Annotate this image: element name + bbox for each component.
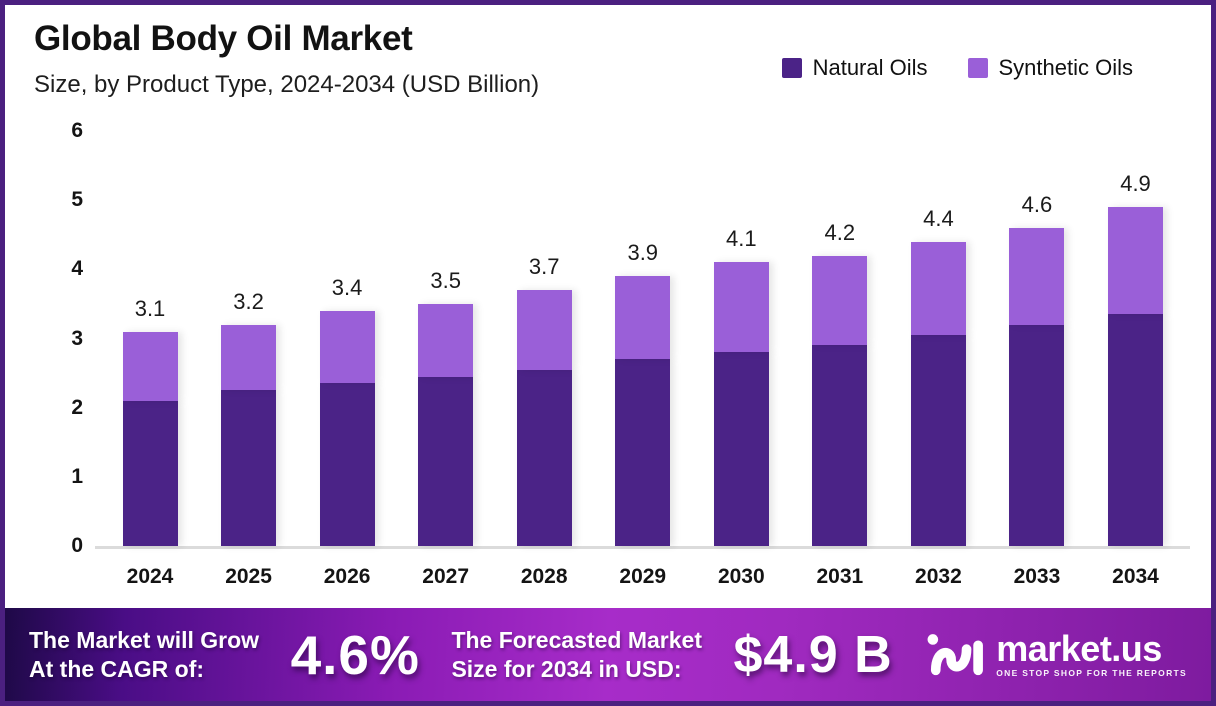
bar-group-2030: 4.1 [713, 131, 769, 546]
bar-segment-natural-oils [713, 352, 769, 546]
cagr-label-line1: The Market will Grow [29, 626, 260, 653]
x-tick-label: 2027 [422, 565, 469, 588]
bar-segment-natural-oils [812, 345, 868, 546]
forecast-value: $4.9 B [733, 625, 893, 684]
x-tick-label: 2030 [717, 565, 765, 588]
bar-total-label: 3.4 [331, 274, 363, 300]
logo-tagline: ONE STOP SHOP FOR THE REPORTS [996, 667, 1187, 678]
legend: Natural Oils Synthetic Oils [781, 55, 1134, 81]
bar-total-label: 3.5 [430, 267, 461, 293]
bar-group-2026: 3.4 [319, 131, 375, 546]
y-tick-label: 0 [71, 534, 83, 557]
bar-segment-synthetic-oils [615, 276, 671, 360]
legend-item: Natural Oils [781, 55, 928, 81]
bar-total-label: 3.9 [627, 240, 659, 266]
bar-segment-synthetic-oils [516, 290, 572, 370]
bar-segment-natural-oils [615, 359, 671, 546]
bar-segment-natural-oils [1009, 324, 1065, 546]
bar-segment-synthetic-oils [221, 324, 277, 391]
bar-segment-natural-oils [910, 335, 966, 546]
y-tick-label: 4 [71, 257, 83, 281]
y-tick-label: 2 [71, 395, 83, 419]
bar-total-label: 4.4 [923, 205, 954, 231]
forecast-label-line1: The Forecasted Market [451, 626, 702, 653]
bar-segment-synthetic-oils [1108, 207, 1163, 315]
y-axis: 0 1 2 3 4 5 6 [45, 119, 83, 557]
cagr-label-line2: At the CAGR of: [29, 655, 205, 682]
page-title: Global Body Oil Market [34, 19, 413, 58]
bar-segment-synthetic-oils [910, 241, 966, 336]
bar-segment-synthetic-oils [812, 255, 868, 346]
bar-segment-natural-oils [319, 383, 375, 546]
legend-swatch-icon [967, 58, 988, 78]
bar-total-label: 3.1 [134, 295, 166, 321]
market-us-logo: market.us ONE STOP SHOP FOR THE REPORTS [924, 626, 1187, 683]
bar-group-2028: 3.7 [516, 131, 572, 546]
x-tick-label: 2026 [323, 565, 371, 588]
y-tick-label: 6 [71, 119, 83, 142]
x-tick-label: 2024 [126, 565, 174, 588]
x-tick-label: 2034 [1112, 565, 1159, 588]
bar-segment-natural-oils [221, 390, 277, 546]
bar-group-2033: 4.6 [1009, 131, 1065, 546]
market-us-logo-icon [924, 626, 986, 683]
x-tick-label: 2031 [816, 565, 864, 588]
bar-segment-natural-oils [122, 400, 178, 546]
x-tick-label: 2028 [520, 565, 568, 588]
bar-total-label: 4.6 [1021, 191, 1053, 217]
page-subtitle: Size, by Product Type, 2024-2034 (USD Bi… [34, 71, 540, 98]
logo-text: market.us [996, 627, 1162, 669]
bar-segment-synthetic-oils [418, 303, 474, 377]
bar-total-label: 3.2 [233, 288, 264, 314]
forecast-label-line2: Size for 2034 in USD: [451, 655, 682, 682]
bar-segment-synthetic-oils [713, 262, 769, 353]
x-tick-label: 2025 [225, 565, 272, 588]
bar-group-2024: 3.1 [122, 131, 178, 546]
bar-group-2032: 4.4 [910, 131, 966, 546]
x-tick-label: 2033 [1013, 565, 1061, 588]
y-tick-label: 5 [71, 188, 83, 212]
legend-item: Synthetic Oils [967, 55, 1134, 81]
legend-label: Synthetic Oils [998, 55, 1134, 80]
plot-area: 3.1 2024 3.2 2025 3.4 2026 3.5 2027 3.7 2028 3.9 20… [95, 131, 1190, 588]
forecast-label: The Forecasted Market Size for 2034 in U… [451, 626, 702, 684]
x-tick-label: 2032 [915, 565, 962, 588]
bar-segment-synthetic-oils [122, 331, 178, 401]
bar-group-2034: 4.9 [1108, 131, 1163, 546]
bar-group-2027: 3.5 [418, 131, 474, 546]
bar-total-label: 4.2 [824, 219, 856, 245]
bar-total-label: 4.1 [726, 226, 757, 252]
bar-group-2031: 4.2 [812, 131, 868, 546]
bar-total-label: 4.9 [1120, 171, 1151, 197]
bar-group-2025: 3.2 [221, 131, 277, 546]
legend-swatch-icon [781, 58, 802, 78]
bar-group-2029: 3.9 [615, 131, 671, 546]
bar-segment-natural-oils [516, 369, 572, 546]
bar-segment-natural-oils [1108, 314, 1163, 546]
footer-banner: The Market will Grow At the CAGR of: 4.6… [5, 608, 1211, 701]
y-tick-label: 3 [71, 326, 83, 350]
bar-segment-synthetic-oils [319, 310, 375, 384]
x-tick-label: 2029 [619, 565, 667, 588]
cagr-value: 4.6% [290, 623, 420, 686]
bar-segment-natural-oils [418, 376, 474, 546]
legend-label: Natural Oils [812, 55, 928, 80]
y-tick-label: 1 [71, 464, 83, 488]
bar-segment-synthetic-oils [1009, 227, 1065, 325]
cagr-label: The Market will Grow At the CAGR of: [29, 626, 259, 684]
bar-total-label: 3.7 [528, 254, 560, 280]
